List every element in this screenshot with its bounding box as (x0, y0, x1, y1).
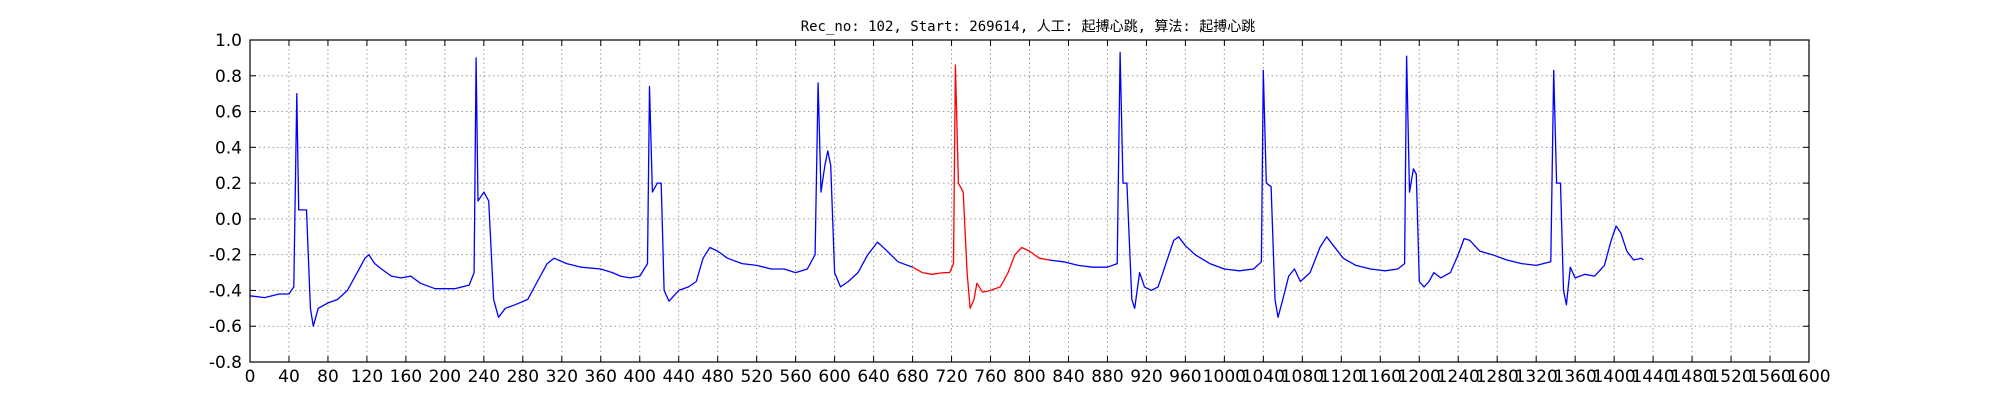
series-layer (249, 51, 1644, 327)
x-tick-label: 200 (429, 367, 461, 387)
x-tick-label: 1600 (1787, 367, 1830, 387)
x-tick-label: 880 (1091, 367, 1123, 387)
plot-frame (249, 39, 1810, 363)
grid-layer (250, 40, 1809, 362)
x-tick-label: 360 (585, 367, 617, 387)
y-tick-label: 0.8 (215, 67, 242, 87)
x-tick-label: 680 (896, 367, 928, 387)
y-tick-label: -0.6 (209, 317, 242, 337)
x-tick-label: 1320 (1515, 367, 1558, 387)
ticks-layer: 1.0 0.8 0.6 0.4 0.2 0.0 -0.2 -0.4 -0.6 -0.80 40 80 1… (209, 31, 1831, 387)
x-tick-label: 240 (468, 367, 500, 387)
y-tick-label: 0.2 (215, 174, 242, 194)
x-tick-label: 1520 (1709, 367, 1752, 387)
x-tick-label: 1080 (1281, 367, 1324, 387)
chart-title: Rec_no: 102, Start: 269614, 人工: 起搏心跳, 算法… (801, 18, 1256, 35)
x-tick-label: 800 (1013, 367, 1045, 387)
x-tick-label: 1200 (1398, 367, 1441, 387)
x-tick-label: 120 (351, 367, 383, 387)
x-tick-label: 1160 (1359, 367, 1402, 387)
x-tick-label: 1440 (1631, 367, 1674, 387)
x-tick-label: 480 (701, 367, 733, 387)
x-tick-label: 1240 (1437, 367, 1480, 387)
x-tick-label: 1480 (1670, 367, 1713, 387)
x-tick-label: 0 (245, 367, 256, 387)
y-tick-label: 1.0 (215, 31, 242, 51)
x-tick-label: 440 (662, 367, 694, 387)
y-tick-label: 0.4 (215, 138, 242, 158)
y-tick-label: -0.8 (209, 353, 242, 373)
x-tick-label: 720 (935, 367, 967, 387)
x-tick-label: 160 (390, 367, 422, 387)
x-tick-label: 80 (317, 367, 339, 387)
x-tick-label: 1280 (1476, 367, 1519, 387)
x-tick-label: 560 (779, 367, 811, 387)
x-tick-label: 1560 (1748, 367, 1791, 387)
x-tick-label: 600 (818, 367, 850, 387)
x-tick-label: 960 (1169, 367, 1201, 387)
x-tick-label: 1040 (1242, 367, 1285, 387)
ecg-trace-line-0 (249, 57, 913, 327)
y-tick-label: 0.6 (215, 103, 242, 123)
x-tick-label: 320 (546, 367, 578, 387)
x-tick-label: 1000 (1203, 367, 1246, 387)
y-tick-label: -0.2 (209, 246, 242, 266)
x-tick-label: 1400 (1592, 367, 1635, 387)
x-tick-label: 840 (1052, 367, 1084, 387)
y-tick-label: -0.4 (209, 281, 242, 301)
x-tick-label: 640 (857, 367, 889, 387)
x-tick-label: 760 (974, 367, 1006, 387)
highlight-beat-line (912, 64, 1050, 309)
x-tick-label: 520 (740, 367, 772, 387)
x-tick-label: 1120 (1320, 367, 1363, 387)
x-tick-label: 40 (278, 367, 300, 387)
x-tick-label: 920 (1130, 367, 1162, 387)
x-tick-label: 400 (624, 367, 656, 387)
y-tick-label: 0.0 (215, 210, 242, 230)
x-tick-label: 1360 (1554, 367, 1597, 387)
x-tick-label: 280 (507, 367, 539, 387)
ecg-trace-line-2 (1048, 51, 1644, 318)
